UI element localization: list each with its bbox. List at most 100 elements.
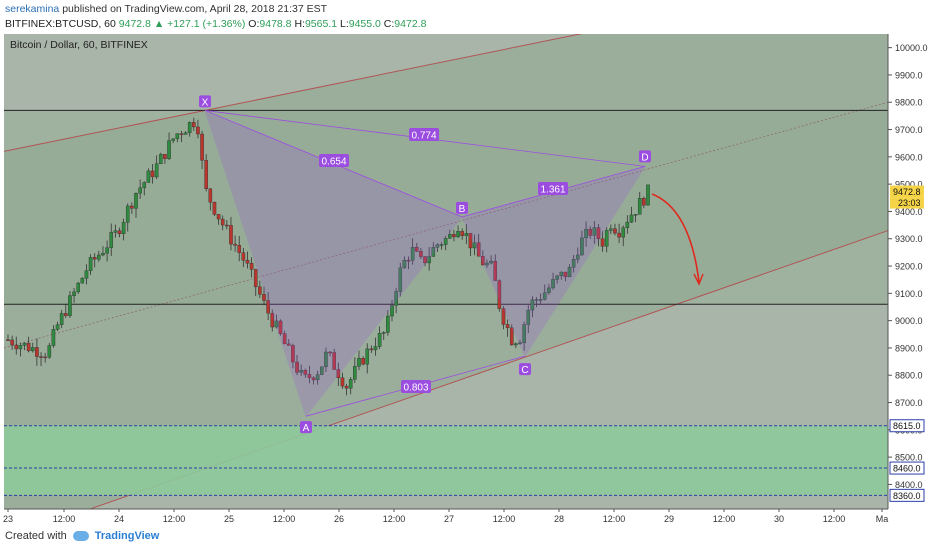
candle-body: [146, 170, 151, 183]
pattern-point-c-label: C: [521, 365, 528, 376]
candle-body: [30, 347, 35, 352]
candle: [637, 191, 642, 215]
candle: [414, 242, 419, 253]
candle-body: [138, 187, 142, 194]
price-tick-label: 9800.0: [895, 98, 923, 108]
candle-body: [580, 237, 584, 256]
level-price-tag: [889, 419, 925, 433]
candle-body: [196, 126, 200, 135]
candle-body: [134, 193, 138, 209]
candle-body: [64, 313, 68, 316]
support-zone: [4, 425, 888, 496]
time-tick-label: 12:00: [823, 514, 846, 524]
candle-body: [398, 267, 403, 292]
candle: [324, 347, 328, 373]
candle: [187, 121, 192, 137]
candle-body: [84, 270, 89, 279]
candle: [357, 350, 361, 371]
author-link[interactable]: serekamina: [5, 3, 60, 15]
candle-body: [357, 358, 361, 367]
candle: [258, 280, 262, 299]
candle-body: [576, 254, 580, 260]
candle: [600, 231, 605, 252]
candle: [332, 348, 336, 370]
candle: [68, 291, 72, 319]
candle-body: [39, 356, 43, 358]
candle: [183, 131, 188, 135]
candle-body: [571, 259, 576, 268]
price-tick-label: 9100.0: [895, 289, 923, 299]
ratio-badge: [538, 182, 568, 195]
close-label: C:: [383, 18, 395, 30]
candle: [88, 254, 93, 275]
candle-body: [344, 385, 349, 389]
candle: [101, 246, 105, 257]
price-tick-label: 9600.0: [895, 152, 923, 162]
tradingview-brand[interactable]: TradingView: [94, 530, 160, 542]
candle-body: [633, 214, 638, 216]
candle: [617, 223, 621, 244]
ratio-label: 0.654: [321, 157, 346, 168]
candle-body: [489, 260, 493, 264]
candle: [30, 342, 35, 353]
candle: [448, 229, 452, 240]
candle: [26, 336, 31, 353]
candle-body: [485, 262, 489, 266]
time-tick-label: 27: [444, 514, 454, 524]
candle: [241, 247, 246, 267]
candle-body: [154, 163, 159, 178]
price-tick-label: 9500.0: [895, 180, 923, 190]
ratio-badge: [319, 154, 349, 167]
candle: [419, 247, 423, 259]
candle: [39, 352, 43, 367]
candle-body: [76, 282, 80, 293]
candle-body: [282, 333, 287, 345]
candle-body: [179, 133, 184, 135]
candle-body: [92, 257, 97, 260]
low-label: L:: [339, 18, 349, 30]
candle: [534, 297, 539, 308]
candle-body: [592, 227, 597, 236]
ratio-badge: [401, 380, 431, 393]
pattern-point-x-label: X: [202, 97, 209, 108]
candle: [92, 253, 97, 268]
price-tick-label: 8700.0: [895, 398, 923, 408]
candle-body: [435, 244, 440, 248]
candle-body: [117, 230, 122, 235]
last-price-tag: [890, 185, 924, 198]
symbol-name: BITFINEX:BTCUSD, 60: [5, 18, 116, 30]
candle-body: [204, 160, 208, 190]
candle-body: [47, 345, 52, 358]
candle-body: [604, 230, 609, 247]
price-chart[interactable]: X A B C D 0.774 0.654 1.361 0.803 Bitcoin / Dolla…: [0, 34, 932, 526]
projection-arrow: [651, 193, 700, 283]
candle-body: [171, 138, 175, 141]
candle-body: [472, 242, 477, 249]
candle-body: [526, 309, 531, 325]
candle-body: [390, 305, 394, 317]
candle-body: [621, 227, 626, 238]
candle-body: [609, 228, 613, 231]
candle: [381, 331, 386, 340]
candle: [117, 227, 122, 238]
candle-body: [125, 205, 130, 223]
time-tick-label: 12:00: [53, 514, 76, 524]
candle-body: [192, 122, 196, 128]
candle: [625, 215, 630, 234]
candle: [245, 251, 250, 269]
candle-body: [101, 253, 105, 256]
candle-body: [559, 271, 564, 277]
time-tick-label: 30: [774, 514, 784, 524]
candle-body: [35, 347, 39, 357]
candle: [142, 181, 147, 196]
candle-body: [142, 182, 147, 189]
pattern-point-d-badge: [639, 150, 651, 163]
candle: [97, 250, 101, 262]
candle-body: [200, 133, 204, 161]
candles: [6, 117, 650, 396]
ratio-label: 1.361: [540, 185, 565, 196]
candle-body: [266, 300, 270, 314]
candle-body: [336, 369, 341, 379]
channel-fill: [4, 34, 888, 526]
candle-body: [109, 232, 114, 248]
